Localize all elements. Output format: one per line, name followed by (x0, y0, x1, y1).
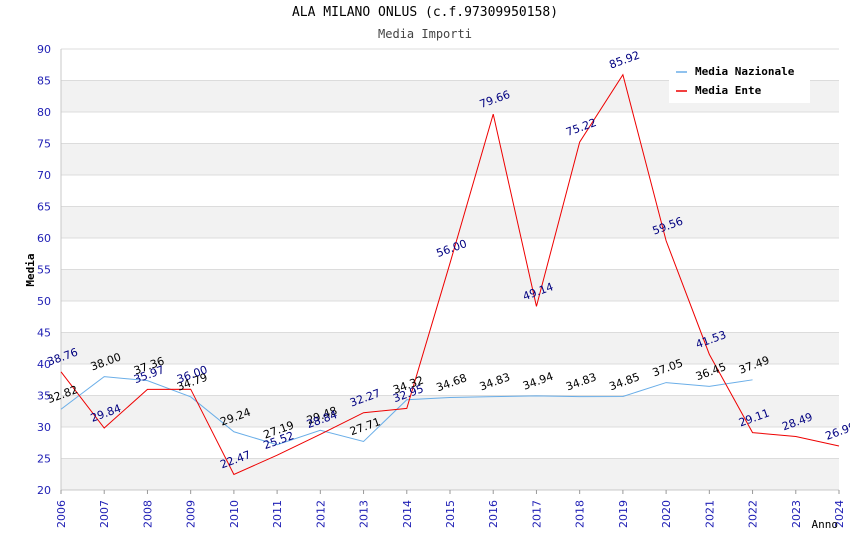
y-tick-label: 65 (37, 201, 51, 214)
y-tick-label: 75 (37, 138, 51, 151)
plot-band (61, 143, 839, 175)
y-tick-label: 85 (37, 75, 51, 88)
y-tick-label: 50 (37, 295, 51, 308)
x-tick-label: 2018 (574, 500, 587, 528)
y-tick-label: 30 (37, 421, 51, 434)
x-tick-label: 2014 (401, 500, 414, 528)
x-tick-label: 2017 (530, 500, 543, 528)
plot-band (61, 269, 839, 301)
x-tick-label: 2013 (358, 500, 371, 528)
y-tick-label: 60 (37, 232, 51, 245)
y-axis-ticks: 20 25 30 35 40 45 50 55 60 65 70 75 80 85 90 (37, 43, 51, 497)
y-tick-label: 90 (37, 43, 51, 56)
x-tick-label: 2021 (703, 500, 716, 528)
legend: Media Nazionale Media Ente (669, 59, 810, 103)
y-axis-label: Media (24, 253, 37, 286)
series-line-media-nazionale (60, 376, 753, 446)
y-tick-label: 40 (37, 358, 51, 371)
x-tick-label: 2024 (833, 500, 846, 528)
plot-band (61, 206, 839, 238)
legend-label: Media Ente (695, 84, 762, 97)
chart-title: ALA MILANO ONLUS (c.f.97309950158) (291, 5, 559, 20)
x-axis-label: Anno (812, 518, 839, 531)
x-tick-label: 2022 (747, 500, 760, 528)
y-tick-label: 35 (37, 390, 51, 403)
x-tick-label: 2008 (141, 500, 154, 528)
plot-band (61, 458, 839, 490)
x-tick-label: 2007 (98, 500, 111, 528)
x-tick-label: 2023 (790, 500, 803, 528)
x-tick-label: 2010 (228, 500, 241, 528)
plot-band (61, 395, 839, 427)
chart-subtitle: Media Importi (378, 27, 472, 41)
y-tick-label: 55 (37, 264, 51, 277)
y-tick-label: 25 (37, 453, 51, 466)
x-tick-label: 2020 (660, 500, 673, 528)
x-tick-label: 2015 (444, 500, 457, 528)
plot-bands (61, 49, 839, 490)
x-tick-label: 2006 (55, 500, 68, 528)
y-tick-label: 45 (37, 327, 51, 340)
x-tick-label: 2012 (314, 500, 327, 528)
y-tick-label: 70 (37, 169, 51, 182)
y-tick-label: 80 (37, 106, 51, 119)
series-group (60, 73, 840, 476)
x-tick-label: 2009 (185, 500, 198, 528)
x-tick-label: 2016 (487, 500, 500, 528)
x-tick-label: 2019 (617, 500, 630, 528)
y-tick-label: 20 (37, 484, 51, 497)
legend-label: Media Nazionale (695, 65, 795, 78)
legend-box (669, 59, 810, 103)
series-line-media-ente (60, 73, 840, 476)
plot-band (61, 332, 839, 364)
x-axis-ticks: 2006 2007 2008 2009 2010 2011 2012 2013 2014 2015… (55, 490, 846, 528)
x-tick-label: 2011 (271, 500, 284, 528)
